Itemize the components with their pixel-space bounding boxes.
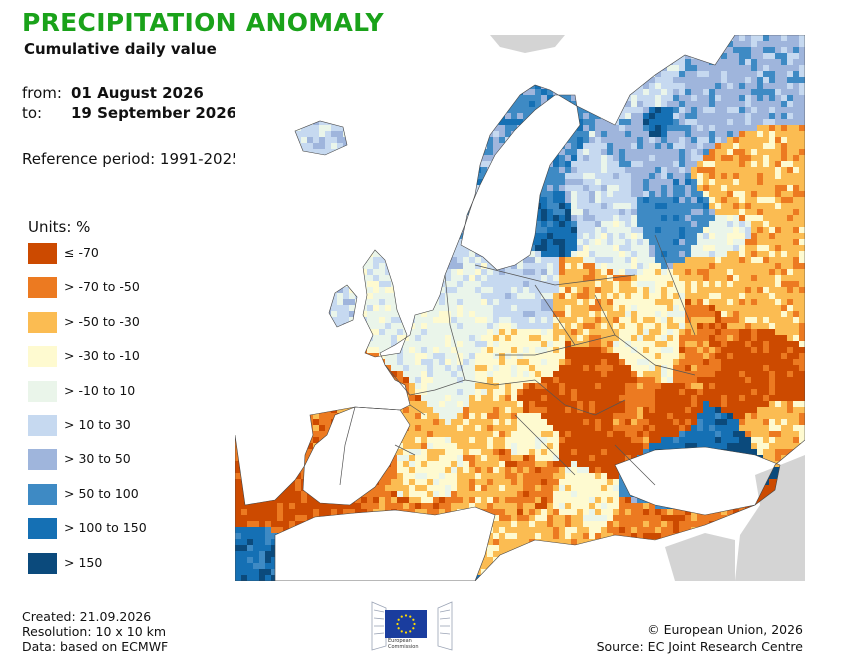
from-date: 01 August 2026: [71, 84, 204, 102]
period-from: from: 01 August 2026: [22, 84, 204, 102]
legend-label: > 150: [64, 554, 103, 570]
eu-flag-icon: [385, 610, 427, 638]
legend-item: > -50 to -30: [28, 311, 140, 346]
legend-item: > 30 to 50: [28, 449, 131, 483]
legend-item: > -10 to 10: [28, 380, 135, 415]
country-border: [409, 404, 426, 416]
legend-swatch: [28, 346, 57, 368]
country-border: [654, 234, 696, 336]
country-border: [614, 444, 656, 486]
legend-label: > -50 to -30: [64, 313, 140, 329]
commission-building-icon: [371, 601, 453, 651]
legend-label: > 100 to 150: [64, 520, 147, 536]
legend-item: > -30 to -10: [28, 346, 140, 380]
page-title: PRECIPITATION ANOMALY: [22, 8, 384, 37]
coastline: [302, 406, 411, 506]
country-border: [474, 264, 636, 286]
coastline: [294, 120, 348, 156]
country-border: [495, 334, 616, 356]
commission-wordmark: European Commission: [388, 638, 419, 650]
legend-swatch: [28, 243, 57, 264]
legend-swatch: [28, 449, 57, 471]
legend-label: > -30 to -10: [64, 348, 140, 364]
legend-item: > 10 to 30: [28, 414, 131, 449]
legend-units: Units: %: [28, 218, 91, 236]
legend-label: > 30 to 50: [64, 451, 131, 467]
map-svg: [235, 35, 805, 581]
copyright: © European Union, 2026: [647, 622, 803, 637]
legend-item: > -70 to -50: [28, 277, 140, 311]
legend-swatch: [28, 518, 57, 540]
to-date: 19 September 2026: [71, 104, 238, 122]
created-date: Created: 21.09.2026: [22, 609, 152, 624]
legend-label: ≤ -70: [64, 245, 99, 260]
country-border: [384, 364, 466, 396]
legend-swatch: [28, 311, 57, 333]
legend-label: > 10 to 30: [64, 416, 131, 432]
source-credit: Source: EC Joint Research Centre: [596, 639, 803, 654]
country-border: [464, 379, 536, 386]
legend-item: ≤ -70: [28, 243, 99, 277]
country-borders: [235, 35, 805, 581]
legend-swatch: [28, 552, 57, 574]
country-border: [534, 379, 626, 416]
reference-period: Reference period: 1991-2025: [22, 150, 242, 168]
coastline: [362, 249, 408, 358]
country-border: [514, 414, 576, 476]
country-border: [534, 284, 576, 346]
european-commission-logo: European Commission: [368, 598, 456, 656]
precipitation-map: [235, 35, 805, 581]
coastline: [274, 506, 496, 581]
legend-swatch: [28, 414, 57, 436]
legend-item: > 50 to 100: [28, 483, 139, 518]
legend-swatch: [28, 277, 57, 299]
legend-items: ≤ -70 > -70 to -50 > -50 to -30 > -30 to -1…: [28, 243, 147, 587]
from-label: from:: [22, 84, 62, 102]
legend-label: > -70 to -50: [64, 279, 140, 295]
country-border: [394, 444, 416, 456]
legend-item: > 150: [28, 552, 102, 587]
coastline: [460, 94, 581, 271]
no-data-area: [735, 455, 805, 581]
legend-swatch: [28, 380, 57, 402]
no-data-area: [665, 533, 735, 581]
legend-swatch: [28, 483, 57, 505]
legend-label: > -10 to 10: [64, 382, 136, 398]
page-subtitle: Cumulative daily value: [24, 40, 217, 58]
data-source: Data: based on ECMWF: [22, 639, 169, 654]
legend: Units: % ≤ -70 > -70 to -50 > -50 to -30 > …: [28, 218, 147, 587]
coastline: [328, 284, 358, 328]
coastline: [614, 446, 781, 516]
legend-label: > 50 to 100: [64, 485, 139, 501]
country-border: [594, 294, 696, 376]
country-border: [339, 406, 356, 486]
period-to: to: 19 September 2026: [22, 104, 237, 122]
to-label: to:: [22, 104, 43, 122]
no-data-area: [490, 35, 565, 53]
coastline: [235, 35, 805, 581]
resolution: Resolution: 10 x 10 km: [22, 624, 167, 639]
legend-item: > 100 to 150: [28, 518, 147, 552]
country-border: [444, 274, 466, 381]
